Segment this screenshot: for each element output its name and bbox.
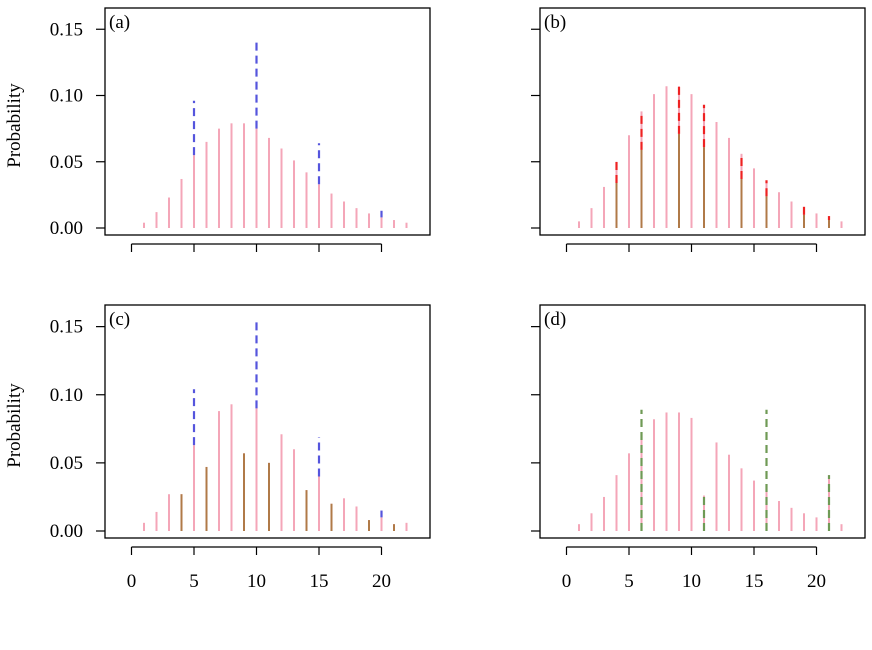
chart-panel-b: (b) bbox=[531, 7, 866, 252]
panel-label: (b) bbox=[544, 12, 566, 33]
series-overlay-overlay bbox=[180, 453, 395, 531]
y-axis-title: Probability bbox=[4, 383, 25, 468]
x-tick-label: 20 bbox=[807, 571, 826, 592]
plot-frame bbox=[539, 304, 866, 539]
panel-label: (d) bbox=[544, 309, 566, 330]
y-tick-label: 0.15 bbox=[50, 19, 83, 40]
plot-frame bbox=[104, 304, 431, 539]
series-overlay-red bbox=[615, 84, 831, 221]
x-tick-label: 5 bbox=[624, 571, 634, 592]
series-base-base bbox=[143, 123, 408, 228]
panel-label: (a) bbox=[109, 12, 130, 33]
y-tick-label: 0.10 bbox=[50, 86, 83, 107]
series-base-base bbox=[578, 86, 843, 228]
y-tick-label: 0.00 bbox=[50, 218, 83, 239]
plot-frame bbox=[539, 7, 866, 236]
y-tick-label: 0.00 bbox=[50, 521, 83, 542]
y-tick-label: 0.15 bbox=[50, 317, 83, 338]
x-tick-label: 0 bbox=[562, 571, 572, 592]
panel-label: (c) bbox=[109, 309, 130, 330]
y-axis-title: Probability bbox=[4, 83, 25, 168]
x-tick-label: 10 bbox=[247, 571, 266, 592]
x-tick-label: 20 bbox=[372, 571, 391, 592]
x-tick-label: 15 bbox=[310, 571, 329, 592]
series-base-base bbox=[143, 404, 408, 531]
chart-panel-d: (d) 0 5 10 15 20 bbox=[531, 304, 866, 592]
x-tick-label: 15 bbox=[745, 571, 764, 592]
series-base-base bbox=[578, 412, 843, 531]
plot-frame bbox=[104, 7, 431, 236]
x-tick-label: 10 bbox=[682, 571, 701, 592]
series-overlay-blue bbox=[192, 318, 383, 518]
x-tick-label: 5 bbox=[189, 571, 199, 592]
x-tick-label: 0 bbox=[127, 571, 137, 592]
y-tick-label: 0.05 bbox=[50, 453, 83, 474]
series-overlay-blue bbox=[192, 38, 383, 218]
y-tick-label: 0.05 bbox=[50, 152, 83, 173]
chart-panel-c: (c) 0.00 0.05 0.10 0.15 0 5 10 15 20 Probability bbox=[4, 304, 431, 592]
series-overlay-overlay bbox=[615, 133, 830, 228]
y-tick-label: 0.10 bbox=[50, 385, 83, 406]
chart-panel-a: (a) 0.00 0.05 0.10 0.15 Probability bbox=[4, 7, 431, 252]
series-overlay-green bbox=[640, 409, 831, 531]
